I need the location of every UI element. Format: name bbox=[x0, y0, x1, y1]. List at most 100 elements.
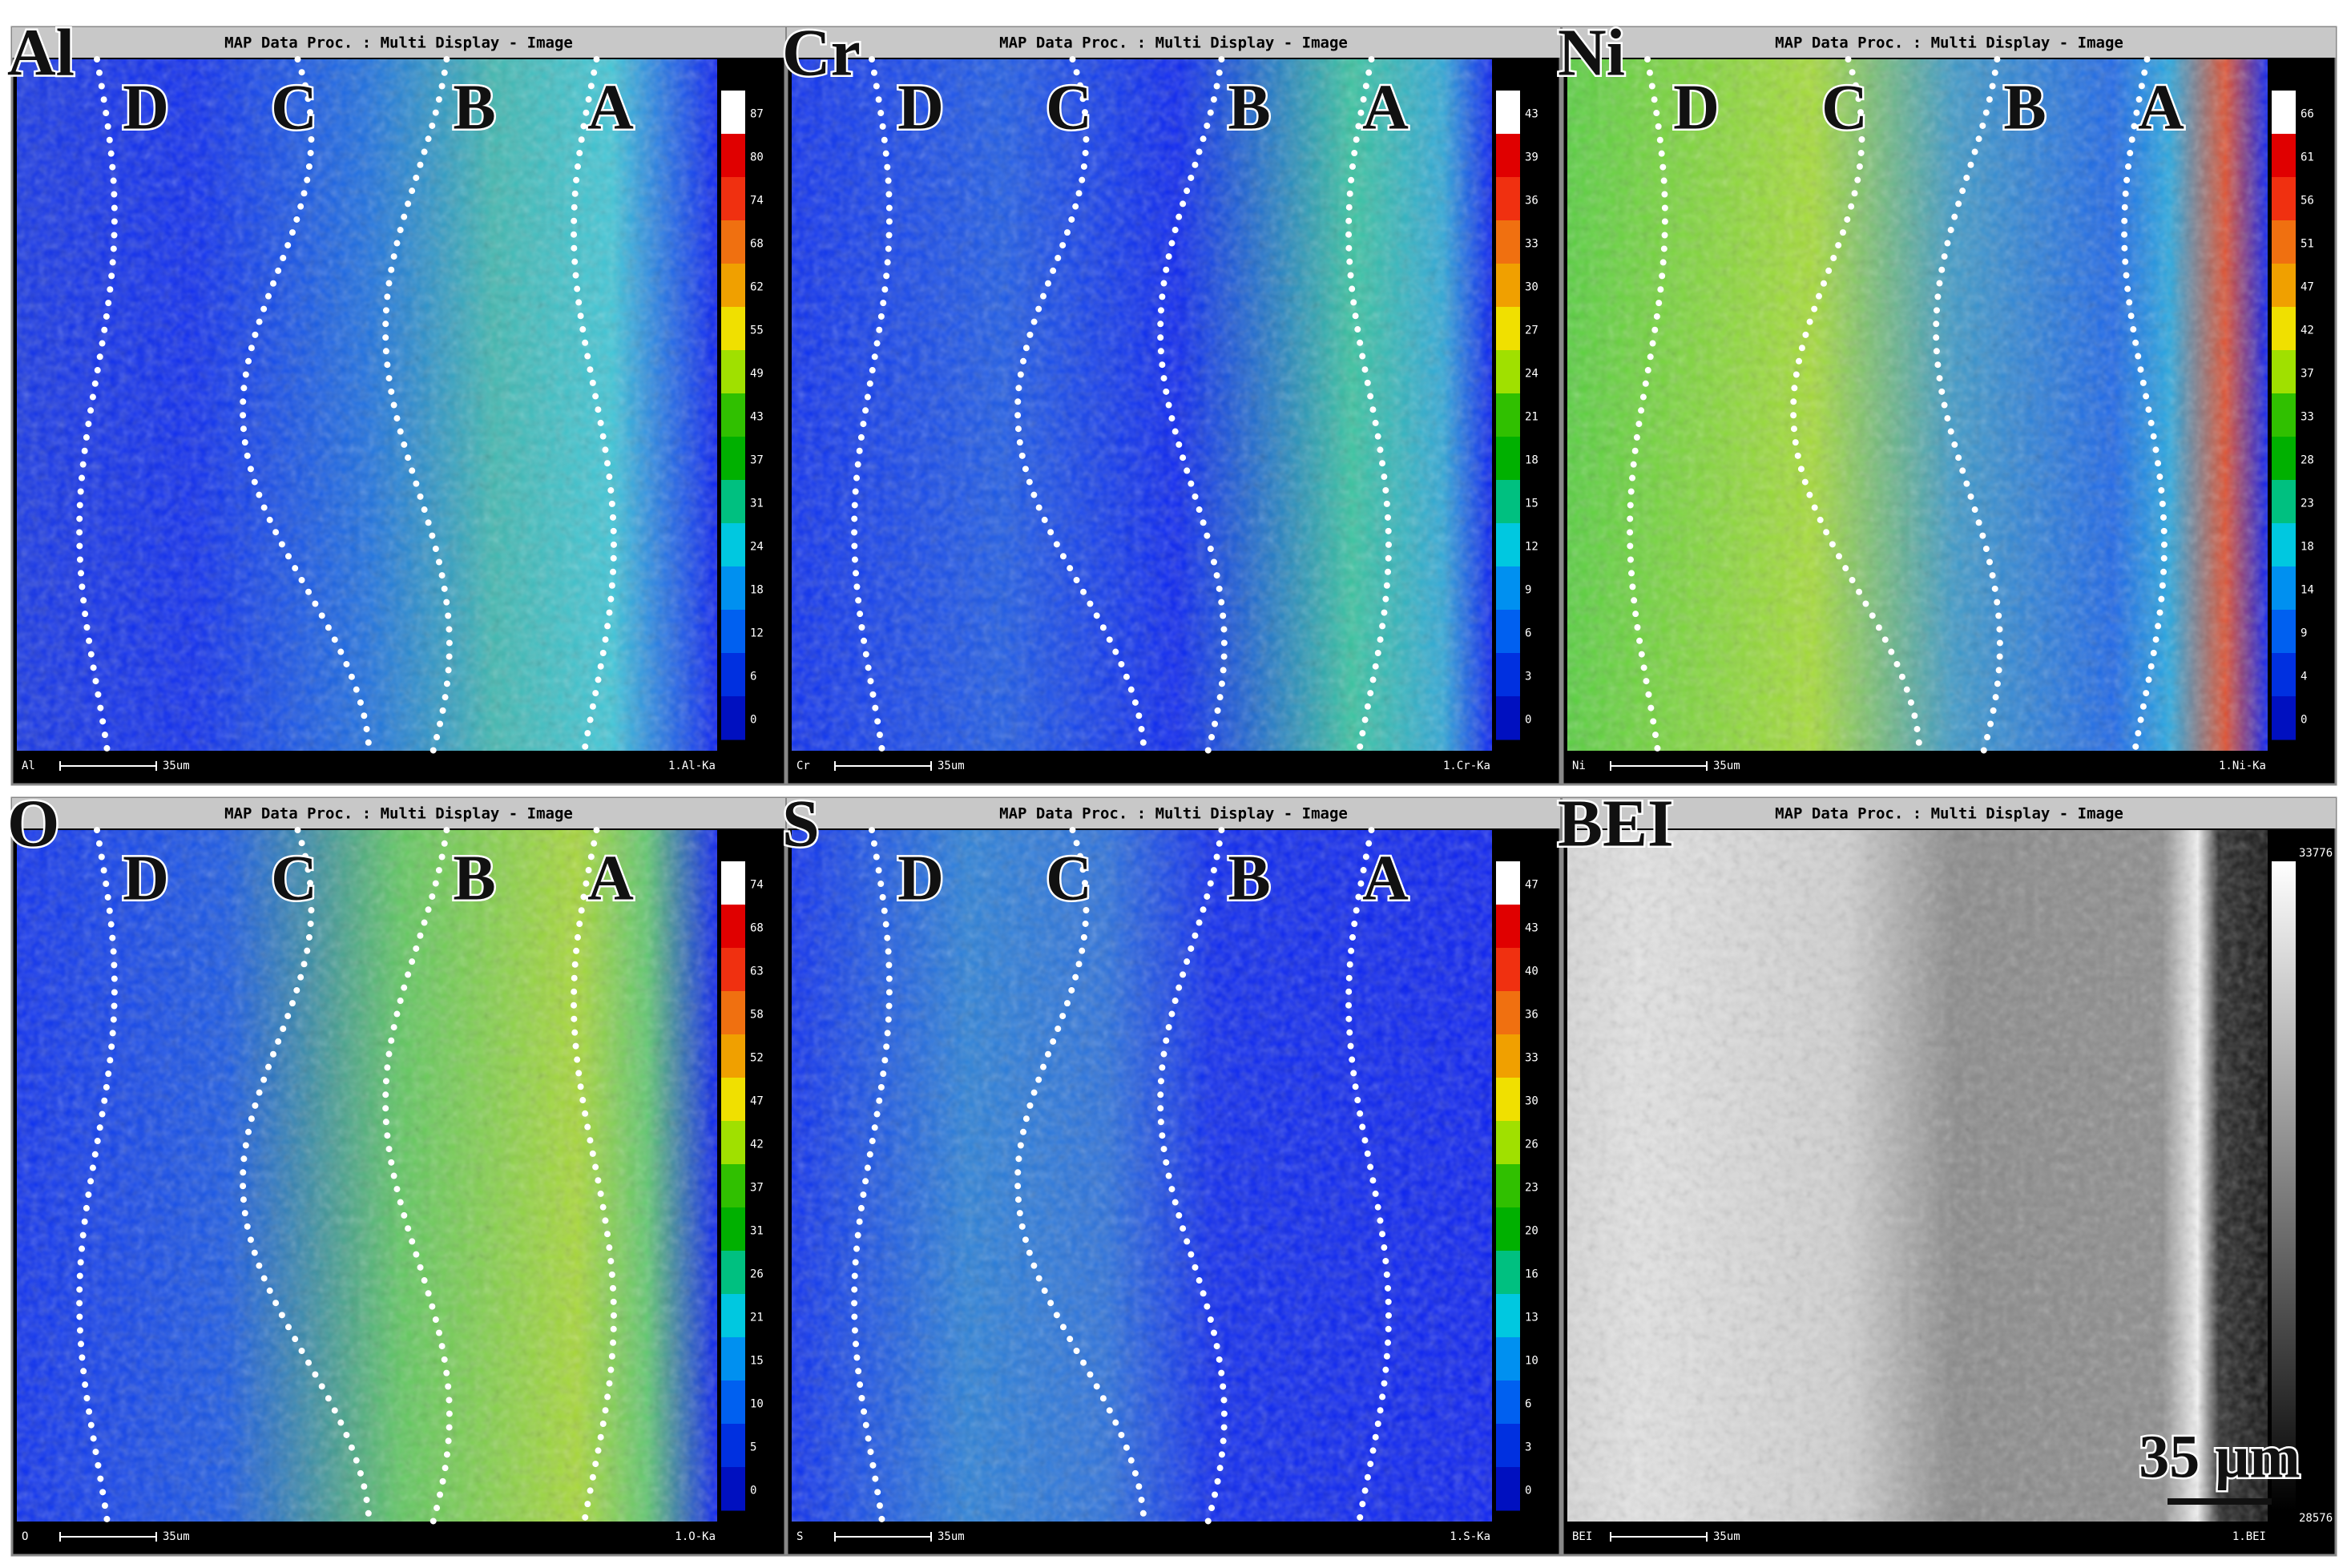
title-bar bbox=[1563, 798, 2336, 828]
colorbar-segment bbox=[1496, 861, 1520, 905]
footer-element: O bbox=[22, 1530, 28, 1543]
colorbar-tick-label: 23 bbox=[1525, 1182, 1538, 1195]
colorbar-tick-label: 52 bbox=[750, 1052, 764, 1065]
colorbar-segment bbox=[2272, 134, 2296, 178]
colorbar-segment bbox=[2272, 480, 2296, 524]
colorbar-segment bbox=[1496, 1164, 1520, 1208]
zone-boundary bbox=[382, 827, 454, 1525]
zone-label: C bbox=[1046, 72, 1092, 143]
colorbar-segment bbox=[2272, 696, 2296, 740]
title-bar bbox=[1563, 27, 2336, 58]
panel-title: MAP Data Proc. : Multi Display - Image bbox=[224, 805, 573, 823]
zone-boundary bbox=[1933, 56, 2004, 754]
title-bar bbox=[12, 27, 785, 58]
colorbar-tick-label: 10 bbox=[1525, 1355, 1538, 1368]
colorbar-segment bbox=[721, 1381, 745, 1425]
colorbar-segment bbox=[721, 1207, 745, 1252]
colorbar-segment bbox=[1496, 134, 1520, 178]
footer-signal: 1.BEI bbox=[2232, 1530, 2266, 1543]
colorbar-gradient bbox=[2272, 861, 2296, 1510]
colorbar-tick-label: 6 bbox=[750, 671, 756, 683]
colorbar-segment bbox=[1496, 1381, 1520, 1425]
zone-boundary bbox=[382, 56, 454, 754]
colorbar-tick-label: 31 bbox=[750, 1225, 764, 1238]
colorbar-segment bbox=[721, 437, 745, 481]
colorbar-tick-label: 80 bbox=[750, 151, 764, 164]
scale-bar-label: 35um bbox=[163, 1530, 190, 1543]
colorbar-tick-label: 0 bbox=[1525, 714, 1531, 727]
title-bar bbox=[12, 798, 785, 828]
zone-label: B bbox=[1228, 843, 1270, 913]
footer-signal: 1.Al-Ka bbox=[668, 760, 716, 772]
zone-label: C bbox=[1821, 72, 1868, 143]
map-panel: MAP Data Proc. : Multi Display - Image D C… bbox=[1556, 14, 2337, 786]
colorbar-tick-label: 56 bbox=[2301, 195, 2314, 208]
colorbar-segment bbox=[1496, 220, 1520, 264]
colorbar-tick-label: 28 bbox=[2301, 454, 2314, 467]
colorbar-segment bbox=[721, 948, 745, 992]
zone-label: A bbox=[587, 843, 634, 913]
scale-bar-label: 35um bbox=[163, 760, 190, 772]
colorbar-segment bbox=[2272, 610, 2296, 654]
map-panel: MAP Data Proc. : Multi Display - Image D C… bbox=[780, 784, 1562, 1557]
map-texture bbox=[17, 59, 717, 751]
colorbar-tick-label: 0 bbox=[1525, 1485, 1531, 1497]
colorbar-segment bbox=[721, 350, 745, 394]
colorbar-segment bbox=[2272, 653, 2296, 697]
colorbar-segment bbox=[1496, 393, 1520, 437]
colorbar-segment bbox=[1496, 1294, 1520, 1338]
colorbar-tick-label: 47 bbox=[1525, 879, 1538, 892]
colorbar-segment bbox=[1496, 566, 1520, 611]
colorbar-tick-label: 68 bbox=[750, 238, 764, 251]
colorbar-tick-label: 31 bbox=[750, 498, 764, 510]
colorbar-segment bbox=[1496, 905, 1520, 949]
colorbar-tick-label: 30 bbox=[1525, 281, 1538, 294]
colorbar-tick-label: 49 bbox=[750, 368, 764, 381]
colorbar-segment bbox=[721, 1164, 745, 1208]
zone-label: D bbox=[123, 843, 169, 913]
map-panel: MAP Data Proc. : Multi Display - Image D C… bbox=[6, 784, 787, 1557]
colorbar-segment bbox=[1496, 991, 1520, 1035]
map-texture bbox=[792, 830, 1492, 1522]
colorbar-segment bbox=[721, 1294, 745, 1338]
colorbar-tick-label: 61 bbox=[2301, 151, 2314, 164]
colorbar-tick-label: 16 bbox=[1525, 1268, 1538, 1281]
colorbar-tick-label: 21 bbox=[1525, 411, 1538, 424]
colorbar-tick-label: 6 bbox=[1525, 1398, 1531, 1411]
colorbar-tick-label: 43 bbox=[1525, 108, 1538, 121]
colorbar-tick-label: 28576 bbox=[2299, 1512, 2333, 1525]
colorbar-segment bbox=[1496, 264, 1520, 308]
colorbar-segment bbox=[721, 696, 745, 740]
colorbar-segment bbox=[721, 1251, 745, 1295]
map-texture bbox=[1567, 830, 2268, 1522]
colorbar-segment bbox=[721, 134, 745, 178]
colorbar-segment bbox=[1496, 307, 1520, 351]
colorbar-segment bbox=[1496, 1034, 1520, 1078]
colorbar-tick-label: 12 bbox=[750, 627, 764, 640]
colorbar-segment bbox=[1496, 350, 1520, 394]
colorbar-tick-label: 87 bbox=[750, 108, 764, 121]
colorbar-tick-label: 36 bbox=[1525, 195, 1538, 208]
zone-label: B bbox=[2003, 72, 2046, 143]
panel-title: MAP Data Proc. : Multi Display - Image bbox=[224, 34, 573, 52]
footer-element: Cr bbox=[796, 760, 810, 772]
colorbar-segment bbox=[721, 566, 745, 611]
colorbar-tick-label: 47 bbox=[750, 1095, 764, 1108]
colorbar-tick-label: 62 bbox=[750, 281, 764, 294]
colorbar-segment bbox=[1496, 948, 1520, 992]
colorbar-tick-label: 37 bbox=[2301, 368, 2314, 381]
colorbar-segment bbox=[1496, 1337, 1520, 1381]
colorbar-segment bbox=[1496, 696, 1520, 740]
element-label: Cr bbox=[782, 15, 861, 90]
panel-title: MAP Data Proc. : Multi Display - Image bbox=[999, 805, 1348, 823]
colorbar-segment bbox=[721, 307, 745, 351]
colorbar-segment bbox=[1496, 177, 1520, 221]
zone-label: B bbox=[453, 72, 495, 143]
colorbar-segment bbox=[2272, 220, 2296, 264]
colorbar-segment bbox=[721, 220, 745, 264]
colorbar-tick-label: 74 bbox=[750, 879, 764, 892]
colorbar-segment bbox=[721, 91, 745, 135]
zone-label: D bbox=[897, 72, 944, 143]
colorbar-segment bbox=[1496, 1207, 1520, 1252]
